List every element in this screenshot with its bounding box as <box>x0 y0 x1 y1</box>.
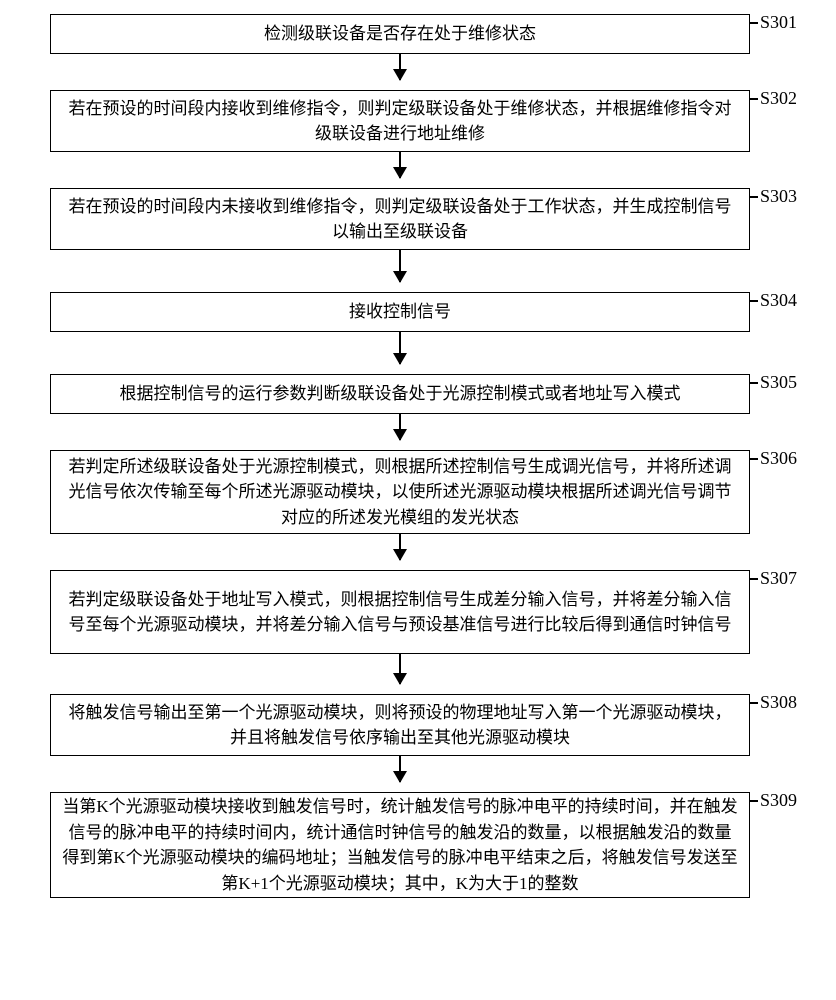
flow-step-S302: 若在预设的时间段内接收到维修指令，则判定级联设备处于维修状态，并根据维修指令对级… <box>50 90 750 152</box>
flow-step-S308: 将触发信号输出至第一个光源驱动模块，则将预设的物理地址写入第一个光源驱动模块，并… <box>50 694 750 756</box>
flow-step-label: S303 <box>760 186 797 207</box>
flow-step-text: 接收控制信号 <box>349 299 451 325</box>
label-connector <box>750 22 758 24</box>
flow-arrow <box>399 152 401 178</box>
flow-step-label: S305 <box>760 372 797 393</box>
flow-step-label: S304 <box>760 290 797 311</box>
flow-arrow <box>399 756 401 782</box>
flowchart-canvas: 检测级联设备是否存在处于维修状态 S301 若在预设的时间段内接收到维修指令，则判定… <box>0 0 836 1000</box>
label-connector <box>750 382 758 384</box>
flow-step-S305: 根据控制信号的运行参数判断级联设备处于光源控制模式或者地址写入模式 <box>50 374 750 414</box>
flow-step-text: 若在预设的时间段内接收到维修指令，则判定级联设备处于维修状态，并根据维修指令对级… <box>61 96 739 147</box>
label-connector <box>750 196 758 198</box>
flow-step-text: 若判定所述级联设备处于光源控制模式，则根据所述控制信号生成调光信号，并将所述调光… <box>61 454 739 531</box>
flow-step-label: S308 <box>760 692 797 713</box>
flow-arrow <box>399 250 401 282</box>
label-connector <box>750 300 758 302</box>
flow-step-text: 根据控制信号的运行参数判断级联设备处于光源控制模式或者地址写入模式 <box>120 381 681 407</box>
flow-arrow <box>399 534 401 560</box>
flow-step-text: 若在预设的时间段内未接收到维修指令，则判定级联设备处于工作状态，并生成控制信号以… <box>61 194 739 245</box>
flow-step-label: S302 <box>760 88 797 109</box>
flow-arrow <box>399 54 401 80</box>
label-connector <box>750 800 758 802</box>
flow-step-label: S307 <box>760 568 797 589</box>
label-connector <box>750 702 758 704</box>
label-connector <box>750 578 758 580</box>
flow-arrow <box>399 414 401 440</box>
flow-step-S303: 若在预设的时间段内未接收到维修指令，则判定级联设备处于工作状态，并生成控制信号以… <box>50 188 750 250</box>
flow-step-S307: 若判定级联设备处于地址写入模式，则根据控制信号生成差分输入信号，并将差分输入信号… <box>50 570 750 654</box>
label-connector <box>750 98 758 100</box>
flow-arrow <box>399 654 401 684</box>
flow-step-text: 当第K个光源驱动模块接收到触发信号时，统计触发信号的脉冲电平的持续时间，并在触发… <box>61 794 739 896</box>
flow-step-S306: 若判定所述级联设备处于光源控制模式，则根据所述控制信号生成调光信号，并将所述调光… <box>50 450 750 534</box>
flow-step-S301: 检测级联设备是否存在处于维修状态 <box>50 14 750 54</box>
flow-step-S309: 当第K个光源驱动模块接收到触发信号时，统计触发信号的脉冲电平的持续时间，并在触发… <box>50 792 750 898</box>
flow-step-S304: 接收控制信号 <box>50 292 750 332</box>
flow-step-label: S306 <box>760 448 797 469</box>
flow-step-text: 将触发信号输出至第一个光源驱动模块，则将预设的物理地址写入第一个光源驱动模块，并… <box>61 700 739 751</box>
label-connector <box>750 458 758 460</box>
flow-step-label: S301 <box>760 12 797 33</box>
flow-step-text: 若判定级联设备处于地址写入模式，则根据控制信号生成差分输入信号，并将差分输入信号… <box>61 587 739 638</box>
flow-arrow <box>399 332 401 364</box>
flow-step-text: 检测级联设备是否存在处于维修状态 <box>264 21 536 47</box>
flow-step-label: S309 <box>760 790 797 811</box>
